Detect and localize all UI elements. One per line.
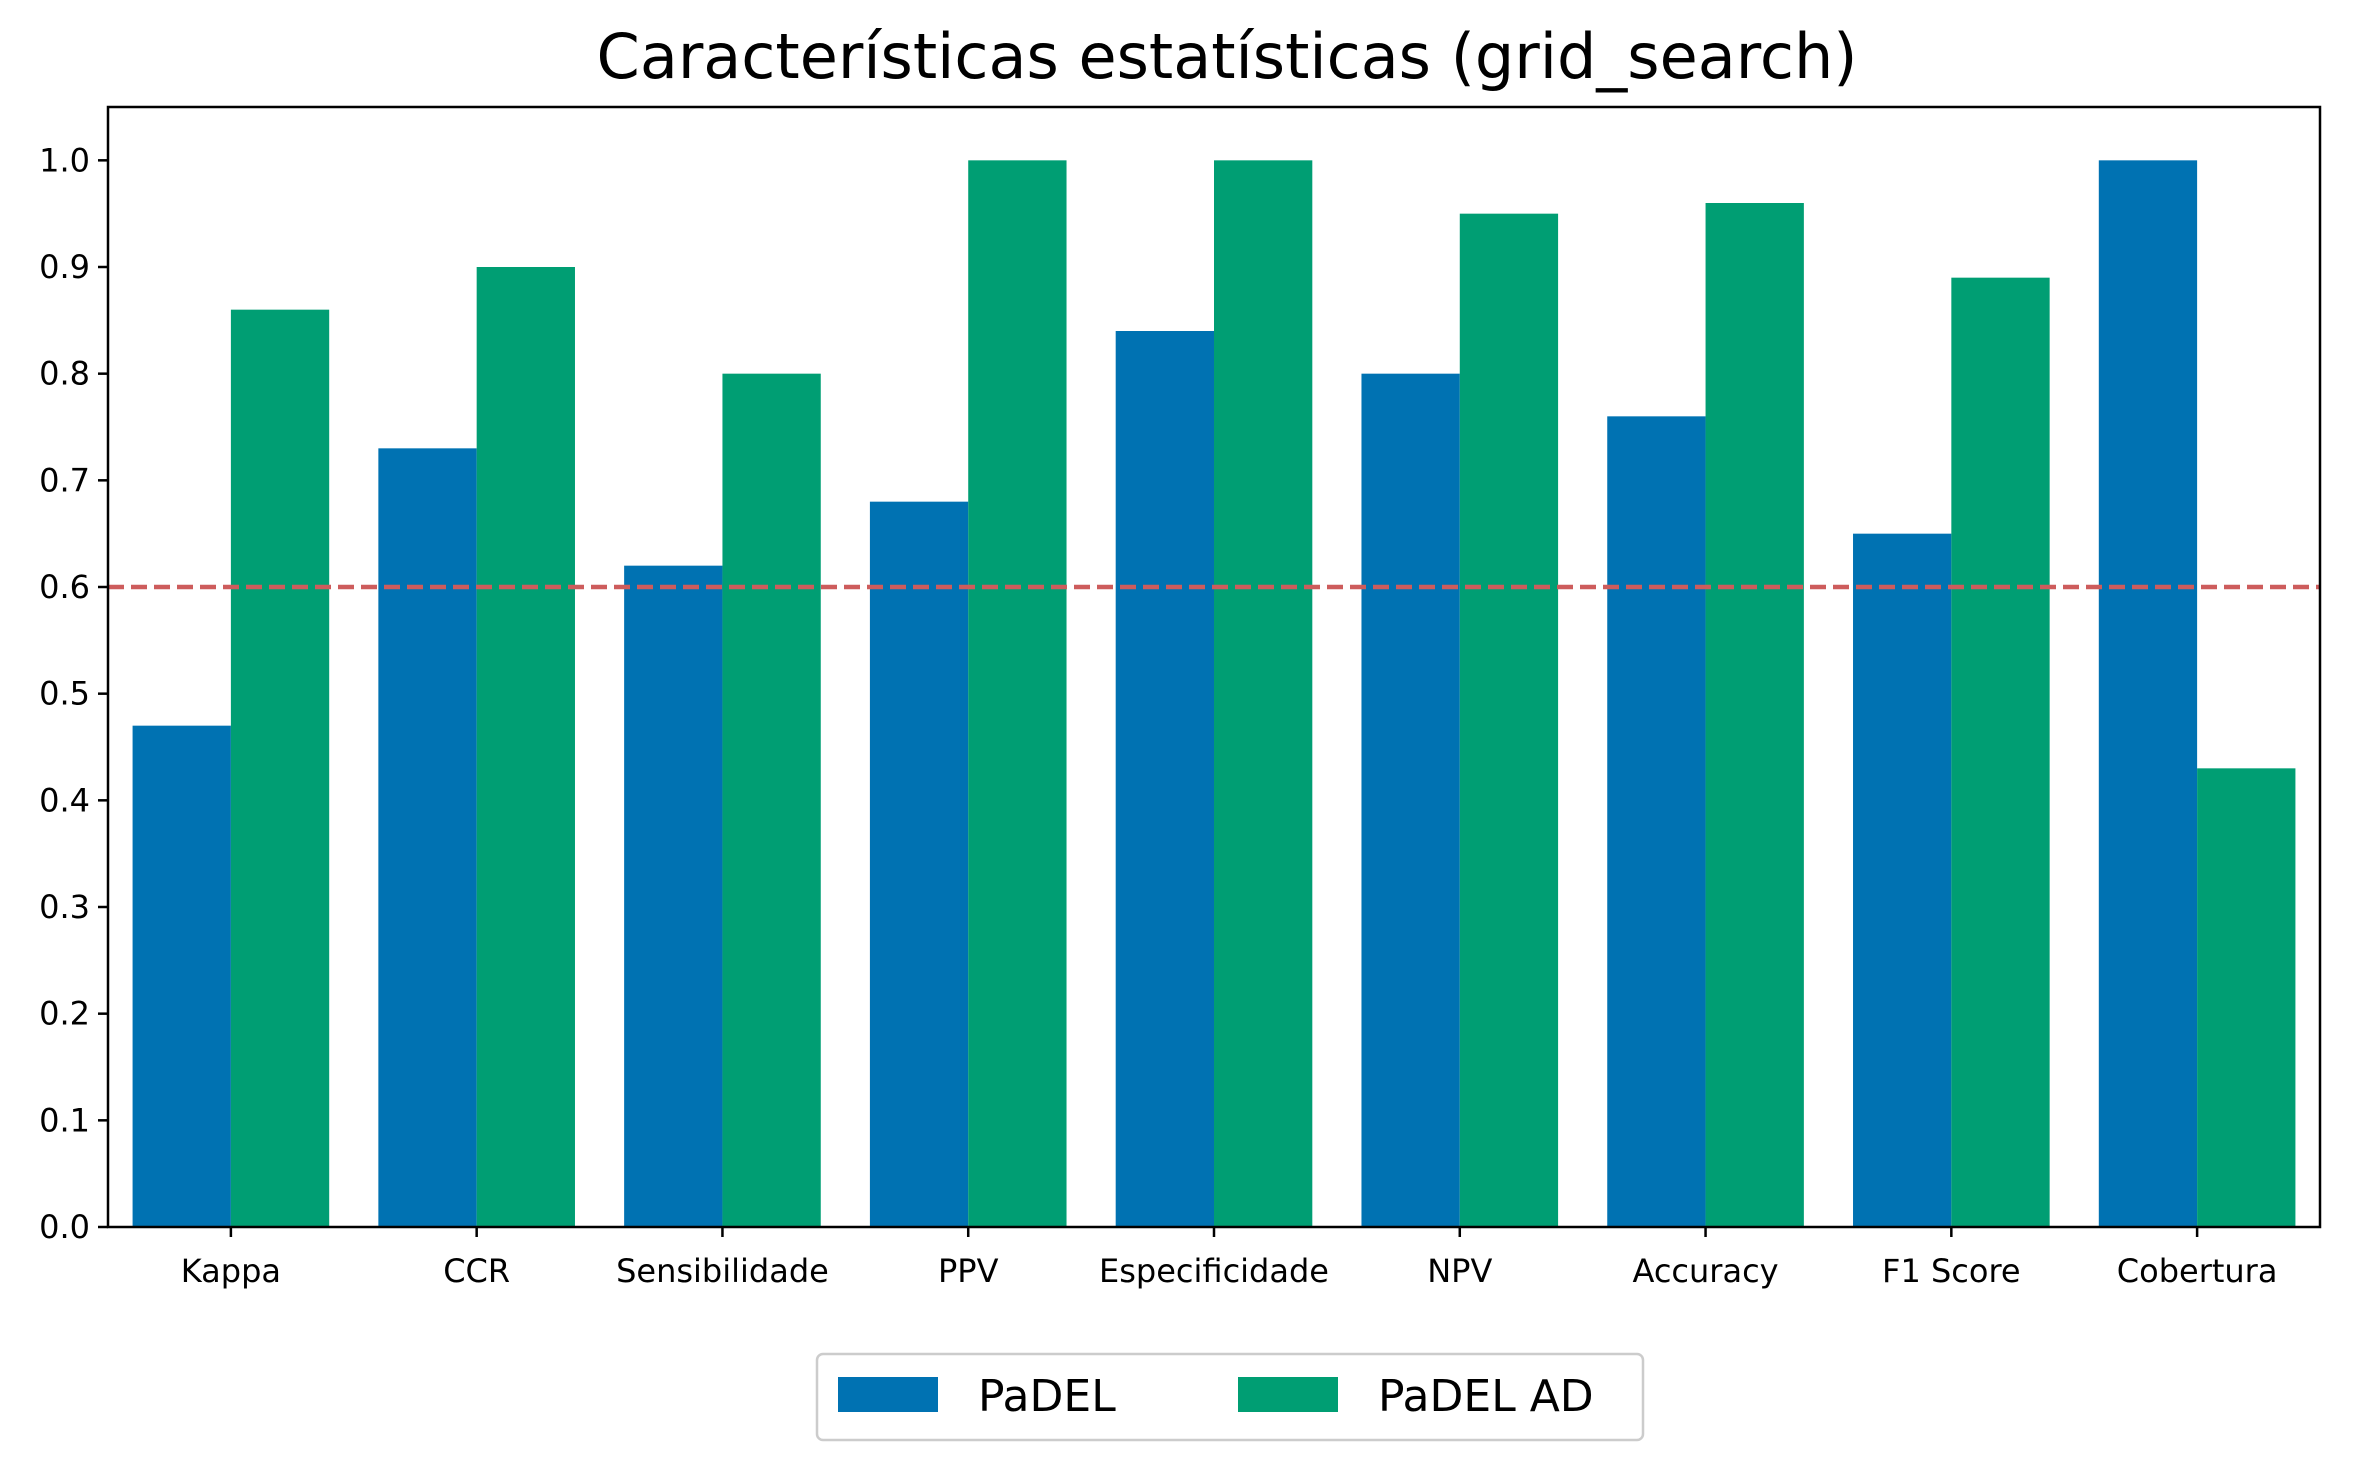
x-tick-label: CCR [443, 1252, 510, 1290]
bar-padel [132, 725, 231, 1227]
bar-padel [1115, 331, 1214, 1227]
x-tick-label: Cobertura [2117, 1252, 2278, 1290]
y-tick-label: 0.6 [39, 568, 90, 606]
bar-padel [378, 448, 477, 1227]
bar-padel-ad [1951, 277, 2050, 1228]
bar-padel-ad [1459, 213, 1559, 1227]
legend-label: PaDEL [978, 1371, 1116, 1422]
bar-padel [624, 565, 723, 1227]
bar-padel-ad [1705, 203, 1804, 1227]
bar-padel-ad [1214, 160, 1313, 1227]
x-tick-label: Especificidade [1099, 1252, 1329, 1290]
legend-label: PaDEL AD [1378, 1371, 1594, 1422]
bar-padel [1853, 533, 1952, 1227]
bar-padel-ad [968, 160, 1067, 1227]
y-tick-label: 0.7 [39, 461, 90, 499]
bar-padel [1607, 416, 1706, 1227]
x-tick-label: Sensibilidade [616, 1252, 829, 1290]
y-axis: 0.0 0.1 0.2 0.3 0.4 0.5 0.6 0.7 0.8 0.9 1.0 [39, 141, 108, 1246]
legend-swatch [838, 1377, 938, 1412]
bar-padel-ad [722, 373, 821, 1228]
bars [132, 160, 2296, 1228]
y-tick-label: 0.3 [39, 888, 90, 926]
x-tick-label: NPV [1427, 1252, 1492, 1290]
bar-padel [2098, 160, 2198, 1227]
y-tick-label: 0.1 [39, 1101, 90, 1139]
chart-title: Características estatísticas (grid_searc… [597, 20, 1858, 93]
bar-padel [1361, 373, 1460, 1228]
legend-swatch [1238, 1377, 1338, 1412]
y-tick-label: 0.4 [39, 781, 90, 819]
plot-frame [106, 105, 2322, 1229]
y-tick-label: 1.0 [39, 141, 90, 179]
x-tick-label: PPV [938, 1252, 999, 1290]
x-tick-label: F1 Score [1882, 1252, 2021, 1290]
x-tick-label: Kappa [181, 1252, 281, 1290]
y-tick-label: 0.0 [39, 1208, 90, 1246]
bar-padel-ad [476, 267, 575, 1227]
y-tick-label: 0.5 [39, 675, 90, 713]
y-tick-label: 0.2 [39, 995, 90, 1033]
legend-box [815, 1352, 1645, 1442]
bar-padel [869, 501, 969, 1228]
legend: PaDEL PaDEL AD [815, 1352, 1645, 1442]
y-tick-label: 0.9 [39, 248, 90, 286]
y-tick-label: 0.8 [39, 355, 90, 393]
x-tick-label: Accuracy [1633, 1252, 1779, 1290]
bar-padel-ad [230, 309, 330, 1228]
x-axis: Kappa CCR Sensibilidade PPV Especificidade NP… [181, 1227, 2278, 1290]
bar-padel-ad [2197, 768, 2296, 1227]
